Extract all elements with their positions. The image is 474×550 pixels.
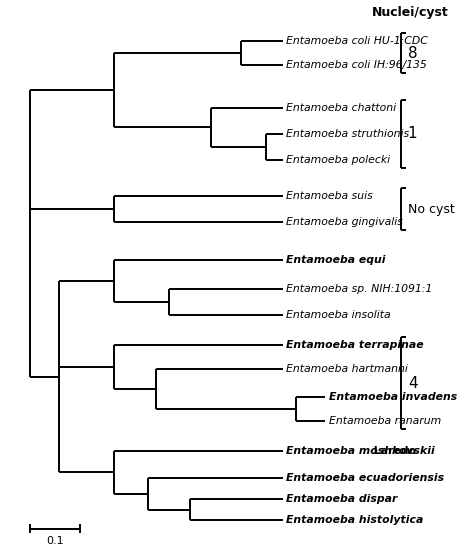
Text: Entamoeba gingivalis: Entamoeba gingivalis [286,217,403,227]
Text: 0.1: 0.1 [46,536,64,546]
Text: Entamoeba dispar: Entamoeba dispar [286,494,398,504]
Text: Entamoeba chattoni: Entamoeba chattoni [286,103,397,113]
Text: No cyst: No cyst [408,202,455,216]
Text: Entamoeba terrapinae: Entamoeba terrapinae [286,340,424,350]
Text: Entamoeba invadens: Entamoeba invadens [329,392,457,403]
Text: Entamoeba ecuadoriensis: Entamoeba ecuadoriensis [286,472,445,482]
Text: Laredo: Laredo [370,446,416,456]
Text: Entamoeba coli HU-1:CDC: Entamoeba coli HU-1:CDC [286,36,428,46]
Text: Entamoeba equi: Entamoeba equi [286,255,386,265]
Text: Entamoeba struthionis: Entamoeba struthionis [286,129,410,139]
Text: Entamoeba suis: Entamoeba suis [286,191,373,201]
Text: 8: 8 [408,46,418,60]
Text: Entamoeba insolita: Entamoeba insolita [286,310,391,320]
Text: Entamoeba histolytica: Entamoeba histolytica [286,515,424,525]
Text: 1: 1 [408,126,418,141]
Text: Entamoeba polecki: Entamoeba polecki [286,155,391,164]
Text: Entamoeba moshkovskii: Entamoeba moshkovskii [286,446,435,456]
Text: Entamoeba hartmanni: Entamoeba hartmanni [286,364,409,374]
Text: Entamoeba ranarum: Entamoeba ranarum [329,416,441,426]
Text: Entamoeba sp. NIH:1091:1: Entamoeba sp. NIH:1091:1 [286,284,433,294]
Text: Entamoeba coli IH:96/135: Entamoeba coli IH:96/135 [286,60,427,70]
Text: 4: 4 [408,376,418,390]
Text: Nuclei/cyst: Nuclei/cyst [372,6,448,19]
